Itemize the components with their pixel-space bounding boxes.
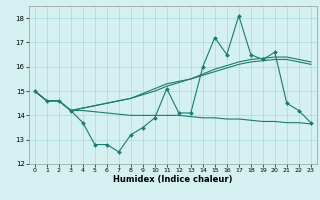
X-axis label: Humidex (Indice chaleur): Humidex (Indice chaleur) [113, 175, 233, 184]
